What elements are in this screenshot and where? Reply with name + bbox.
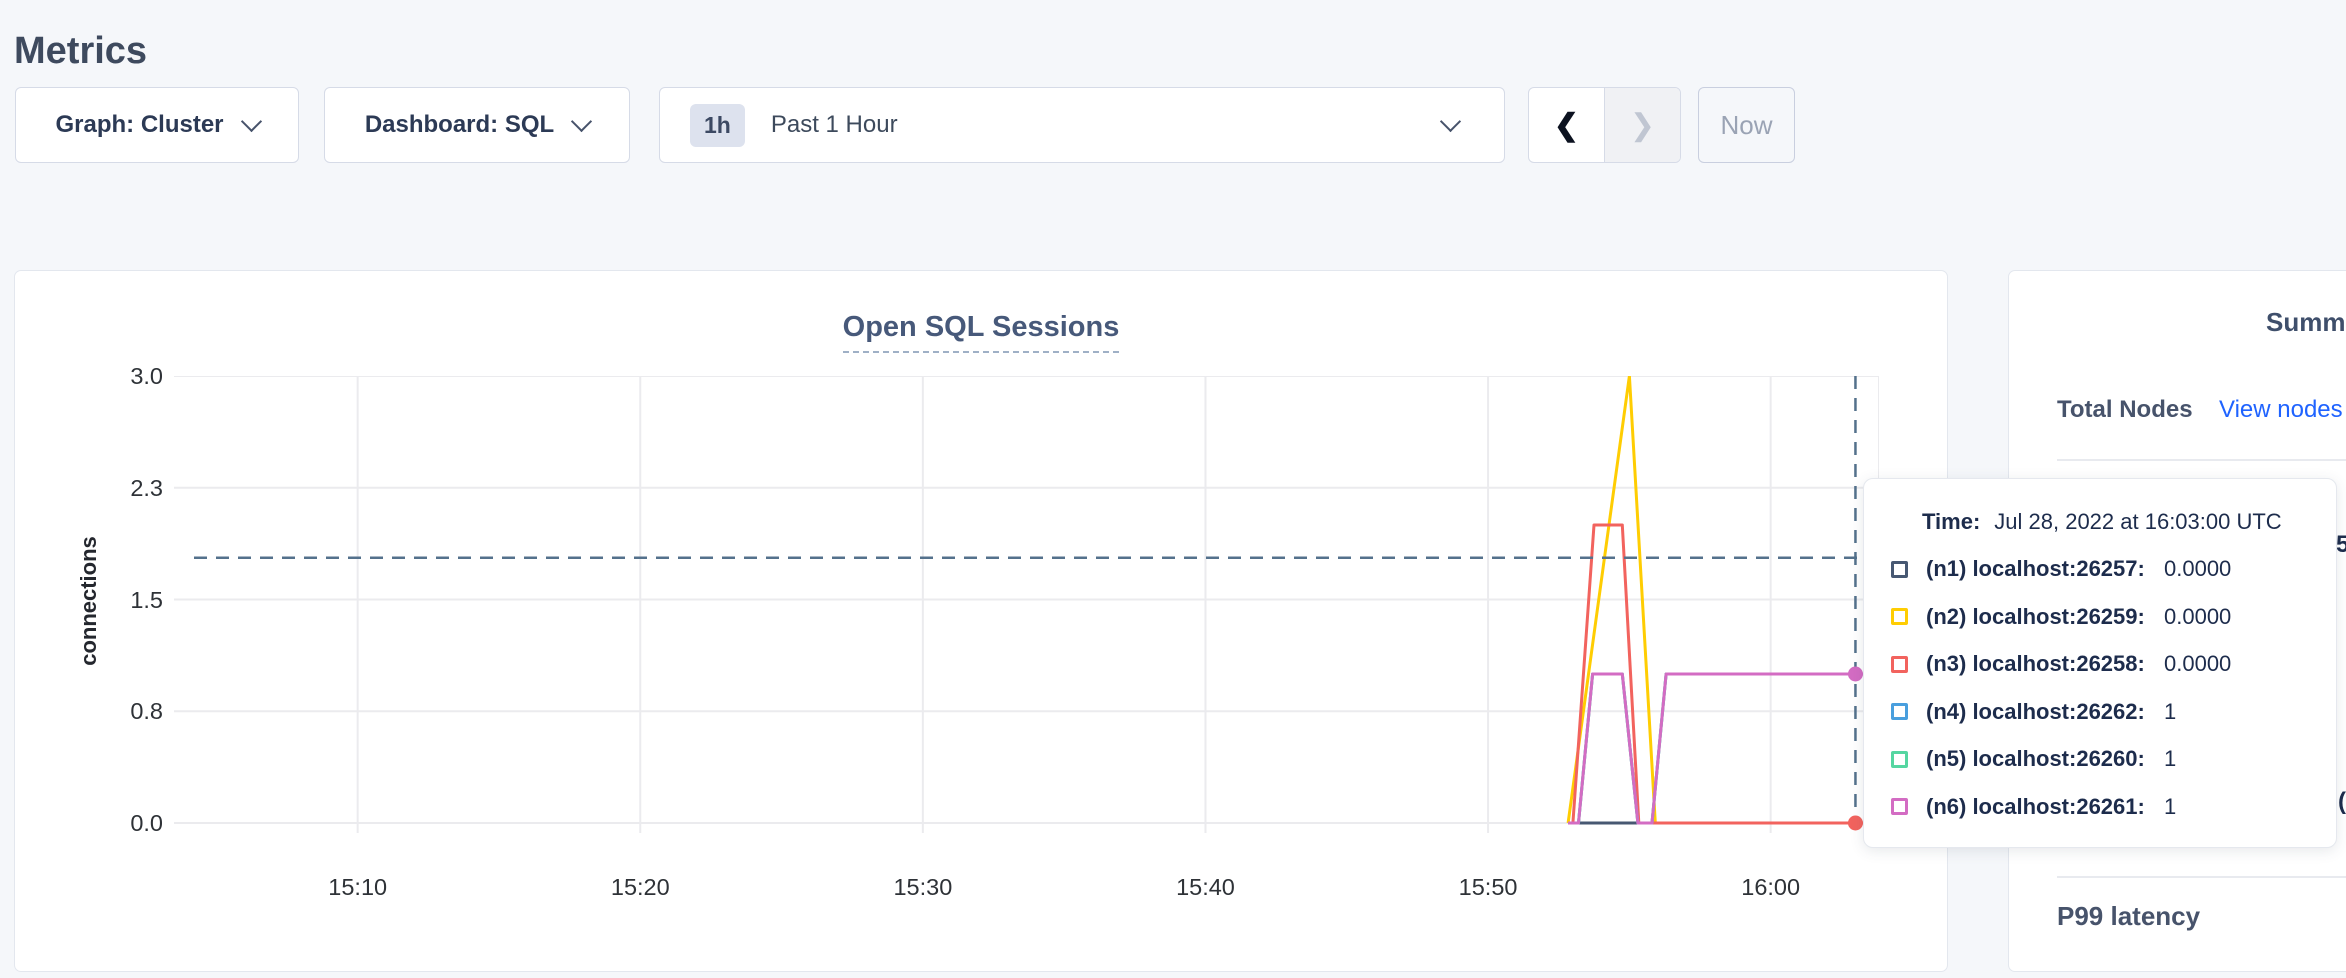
y-tick-label: 0.0 bbox=[130, 810, 163, 836]
divider bbox=[2057, 459, 2346, 461]
series-color-swatch-icon bbox=[1891, 655, 1908, 673]
tooltip-series-label: (n2) localhost:26259: bbox=[1926, 603, 2145, 629]
tooltip-row: (n4) localhost:26262: 1 bbox=[1891, 698, 2176, 726]
x-tick-label: 15:50 bbox=[1458, 874, 1518, 900]
tooltip-series-value: 1 bbox=[2164, 793, 2177, 819]
y-tick-label: 0.8 bbox=[130, 698, 163, 725]
series-line bbox=[1571, 523, 1879, 825]
chart-title[interactable]: Open SQL Sessions bbox=[842, 311, 1120, 353]
chart-plot-area[interactable] bbox=[174, 376, 1879, 838]
series-color-swatch-icon bbox=[1891, 608, 1908, 625]
series-line bbox=[1568, 672, 1879, 825]
tooltip-row: (n5) localhost:26260: 1 bbox=[1891, 745, 2176, 773]
total-nodes-label: Total Nodes bbox=[2057, 396, 2193, 423]
x-tick-label: 15:10 bbox=[328, 874, 388, 900]
time-range-label: Past 1 Hour bbox=[770, 111, 898, 138]
time-step-control: ❮ ❯ bbox=[1528, 87, 1681, 163]
series-color-swatch-icon bbox=[1891, 798, 1908, 815]
chart-hover-tooltip: Time: Jul 28, 2022 at 16:03:00 UTC (n1) l… bbox=[1863, 478, 2337, 848]
tooltip-series-value: 0.0000 bbox=[2164, 603, 2232, 629]
tooltip-series-value: 1 bbox=[2164, 698, 2177, 724]
tooltip-row: (n3) localhost:26258: 0.0000 bbox=[1891, 650, 2231, 678]
tooltip-series-value: 1 bbox=[2164, 746, 2177, 771]
chevron-right-icon: ❯ bbox=[1629, 108, 1656, 142]
tooltip-series-value: 0.0000 bbox=[2164, 556, 2232, 581]
next-time-button[interactable]: ❯ bbox=[1605, 88, 1680, 162]
clipped-text-fragment: ( bbox=[2338, 788, 2346, 815]
chevron-down-icon bbox=[571, 110, 593, 132]
series-color-swatch-icon bbox=[1891, 750, 1908, 768]
tooltip-time-row: Time: Jul 28, 2022 at 16:03:00 UTC bbox=[1922, 509, 2282, 535]
tooltip-series-label: (n1) localhost:26257: bbox=[1926, 556, 2145, 581]
graph-dropdown-label: Graph: Cluster bbox=[55, 111, 224, 138]
view-nodes-link[interactable]: View nodes bbox=[2219, 396, 2343, 423]
time-range-badge: 1h bbox=[690, 103, 745, 147]
x-tick-label: 15:30 bbox=[893, 874, 953, 900]
tooltip-row: (n6) localhost:26261: 1 bbox=[1891, 793, 2176, 821]
y-tick-label: 1.5 bbox=[130, 586, 163, 613]
dashboard-dropdown-label: Dashboard: SQL bbox=[364, 111, 555, 138]
p99-latency-label: P99 latency bbox=[2057, 901, 2201, 931]
series-line bbox=[1568, 672, 1879, 825]
chevron-down-icon bbox=[240, 110, 262, 132]
tooltip-series-label: (n4) localhost:26262: bbox=[1926, 698, 2145, 724]
x-tick-label: 16:00 bbox=[1741, 874, 1801, 900]
time-range-dropdown[interactable]: 1h Past 1 Hour bbox=[659, 87, 1505, 163]
tooltip-series-value: 0.0000 bbox=[2164, 651, 2232, 676]
summary-title: Summary bbox=[2266, 307, 2346, 337]
x-tick-label: 15:40 bbox=[1176, 874, 1235, 900]
hover-point-dot bbox=[1847, 666, 1863, 682]
chevron-left-icon: ❮ bbox=[1553, 108, 1580, 142]
y-tick-label: 3.0 bbox=[130, 363, 163, 389]
tooltip-series-label: (n6) localhost:26261: bbox=[1926, 793, 2145, 819]
series-line bbox=[1568, 672, 1879, 825]
tooltip-row: (n1) localhost:26257: 0.0000 bbox=[1891, 555, 2231, 583]
previous-time-button[interactable]: ❮ bbox=[1529, 88, 1605, 162]
tooltip-series-label: (n3) localhost:26258: bbox=[1926, 651, 2145, 676]
y-tick-label: 2.3 bbox=[130, 474, 163, 501]
x-tick-label: 15:20 bbox=[610, 874, 670, 900]
divider bbox=[2057, 876, 2346, 878]
graph-dropdown[interactable]: Graph: Cluster bbox=[15, 87, 299, 163]
chevron-down-icon bbox=[1439, 110, 1462, 132]
series-color-swatch-icon bbox=[1891, 703, 1908, 720]
tooltip-series-label: (n5) localhost:26260: bbox=[1926, 746, 2145, 771]
tooltip-time-label: Time: bbox=[1922, 509, 1981, 534]
open-sql-sessions-chart-card: Open SQL Sessions connections 3.0 2.3 1.5 0… bbox=[14, 270, 1948, 972]
now-button[interactable]: Now bbox=[1698, 87, 1795, 163]
series-color-swatch-icon bbox=[1891, 560, 1908, 578]
tooltip-time-value: Jul 28, 2022 at 16:03:00 UTC bbox=[1994, 509, 2282, 534]
now-button-label: Now bbox=[1720, 109, 1773, 140]
page-title: Metrics bbox=[14, 30, 148, 73]
clipped-text-fragment: 5 bbox=[2336, 531, 2346, 558]
dashboard-dropdown[interactable]: Dashboard: SQL bbox=[324, 87, 630, 163]
hover-point-dot bbox=[1847, 815, 1863, 831]
tooltip-row: (n2) localhost:26259: 0.0000 bbox=[1891, 603, 2231, 631]
chart-title-wrap: Open SQL Sessions bbox=[15, 311, 1947, 353]
